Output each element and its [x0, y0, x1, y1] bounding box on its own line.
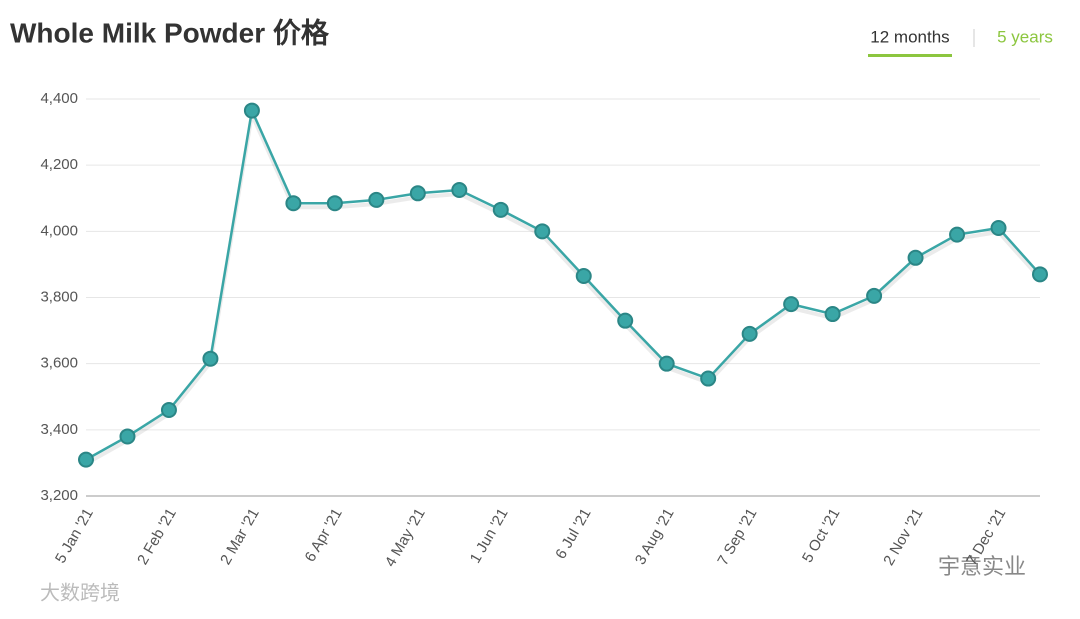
point: [326, 195, 343, 212]
point: [990, 220, 1007, 237]
point: [783, 296, 800, 313]
point: [575, 267, 592, 284]
y-tick-label: 3,800: [40, 288, 78, 305]
point: [78, 451, 94, 468]
x-tick-label: 2 Mar '21: [217, 505, 263, 567]
point: [907, 249, 924, 266]
point: [866, 287, 883, 304]
y-tick-label: 3,600: [40, 355, 78, 372]
point: [824, 306, 841, 323]
point: [700, 370, 717, 387]
tab-5-years[interactable]: 5 years: [997, 27, 1053, 46]
point: [160, 401, 177, 418]
x-tick-label: 6 Apr '21: [302, 505, 346, 564]
point: [617, 312, 634, 329]
x-tick-label: 3 Aug '21: [632, 505, 678, 567]
point: [534, 223, 551, 240]
point: [658, 355, 675, 372]
y-tick-label: 3,200: [40, 487, 78, 504]
point: [451, 181, 468, 198]
x-tick-label: 2 Feb '21: [134, 505, 180, 567]
x-tick-label: 4 May '21: [382, 505, 429, 569]
point: [368, 191, 385, 208]
point: [741, 325, 758, 342]
watermark: 宇意实业: [938, 554, 1026, 579]
point: [409, 185, 426, 202]
point: [949, 226, 966, 243]
point: [119, 428, 136, 445]
x-tick-label: 5 Oct '21: [799, 505, 844, 565]
x-tick-label: 5 Jan '21: [52, 505, 97, 566]
point: [202, 350, 219, 367]
y-tick-label: 4,000: [40, 222, 78, 239]
series-line: [85, 106, 1041, 461]
chart-title: Whole Milk Powder 价格: [10, 17, 330, 48]
point: [243, 102, 260, 119]
y-tick-label: 3,400: [40, 421, 78, 438]
point: [1032, 266, 1048, 283]
tab-underline: [868, 54, 952, 57]
x-tick-label: 1 Jun '21: [467, 505, 512, 566]
y-tick-label: 4,200: [40, 156, 78, 173]
point: [285, 195, 302, 212]
y-tick-label: 4,400: [40, 90, 78, 107]
x-tick-label: 2 Nov '21: [880, 505, 926, 568]
point: [492, 201, 509, 218]
tab-12-months[interactable]: 12 months: [870, 27, 949, 46]
x-tick-label: 6 Jul '21: [552, 505, 594, 561]
line-shadow: [85, 107, 1042, 466]
x-tick-label: 7 Sep '21: [714, 505, 760, 568]
watermark: 大数跨境: [40, 581, 120, 604]
